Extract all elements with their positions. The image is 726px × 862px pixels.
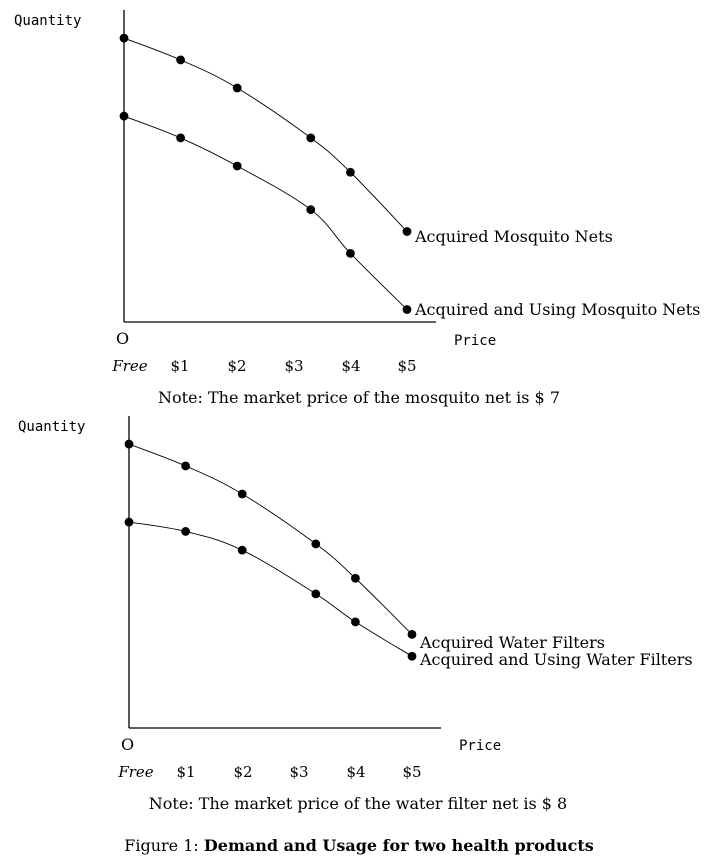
series-line-acquired (123, 37, 408, 232)
series-layer (124, 439, 417, 661)
tick-label-free: Free (111, 357, 147, 375)
data-point-acquired-2 (232, 83, 242, 93)
data-point-acquired-using-3 (306, 205, 316, 215)
data-point-acquired-using-4 (351, 617, 360, 627)
tick-label-1: $1 (170, 357, 189, 375)
data-point-acquired-1 (176, 55, 186, 65)
tick-label-2: $2 (233, 763, 252, 781)
series-label-acquired: Acquired Mosquito Nets (414, 227, 613, 246)
series-label-acquired-using: Acquired and Using Mosquito Nets (414, 300, 700, 319)
caption-prefix: Figure 1: (124, 836, 204, 855)
tick-label-4: $4 (341, 357, 360, 375)
data-point-acquired-using-1 (181, 527, 191, 536)
data-point-acquired-using-5 (407, 651, 417, 661)
tick-label-free: Free (117, 763, 153, 781)
data-point-acquired-3 (306, 133, 316, 143)
tick-label-3: $3 (284, 357, 303, 375)
data-point-acquired-using-0 (119, 111, 129, 121)
data-point-acquired-using-2 (232, 161, 242, 171)
data-point-acquired-using-3 (311, 589, 321, 599)
data-point-acquired-5 (402, 227, 412, 236)
x-axis-label: Price (454, 333, 496, 349)
tick-label-1: $1 (176, 763, 195, 781)
chart-note: Note: The market price of the water filt… (149, 794, 567, 813)
data-point-acquired-using-1 (176, 133, 186, 143)
chart-water-filters: Quantity O Price Free $1 $2 $3 $4 $5 Acq… (18, 416, 693, 813)
data-point-acquired-0 (119, 33, 129, 43)
series-line-acquired-using (123, 115, 408, 310)
data-point-acquired-1 (181, 461, 191, 471)
data-point-acquired-using-0 (124, 517, 134, 527)
data-point-acquired-using-4 (346, 248, 355, 258)
tick-label-5: $5 (402, 763, 421, 781)
tick-label-5: $5 (397, 357, 416, 375)
tick-label-2: $2 (227, 357, 246, 375)
series-line-acquired-using (128, 521, 413, 657)
data-point-acquired-0 (124, 439, 134, 449)
data-point-acquired-4 (346, 167, 355, 177)
series-layer (119, 33, 412, 314)
chart-note: Note: The market price of the mosquito n… (158, 388, 560, 407)
data-point-acquired-5 (407, 630, 417, 639)
data-point-acquired-using-5 (402, 305, 412, 314)
x-axis-label: Price (459, 738, 501, 754)
origin-label: O (116, 329, 129, 348)
figure-caption: Figure 1: Demand and Usage for two healt… (124, 836, 593, 855)
chart-mosquito-nets: Quantity O Price Free $1 $2 $3 $4 $5 Acq… (14, 10, 700, 407)
caption-title: Demand and Usage for two health products (204, 836, 594, 855)
y-axis-label: Quantity (18, 419, 85, 435)
data-point-acquired-2 (237, 489, 247, 499)
series-label-acquired: Acquired Water Filters (419, 633, 605, 652)
data-point-acquired-3 (311, 539, 321, 549)
series-label-acquired-using: Acquired and Using Water Filters (419, 650, 693, 669)
series-line-acquired (128, 443, 413, 635)
data-point-acquired-using-2 (237, 545, 247, 555)
data-point-acquired-4 (351, 573, 360, 583)
y-axis-label: Quantity (14, 13, 81, 29)
tick-label-3: $3 (289, 763, 308, 781)
tick-label-4: $4 (346, 763, 365, 781)
origin-label: O (121, 735, 134, 754)
